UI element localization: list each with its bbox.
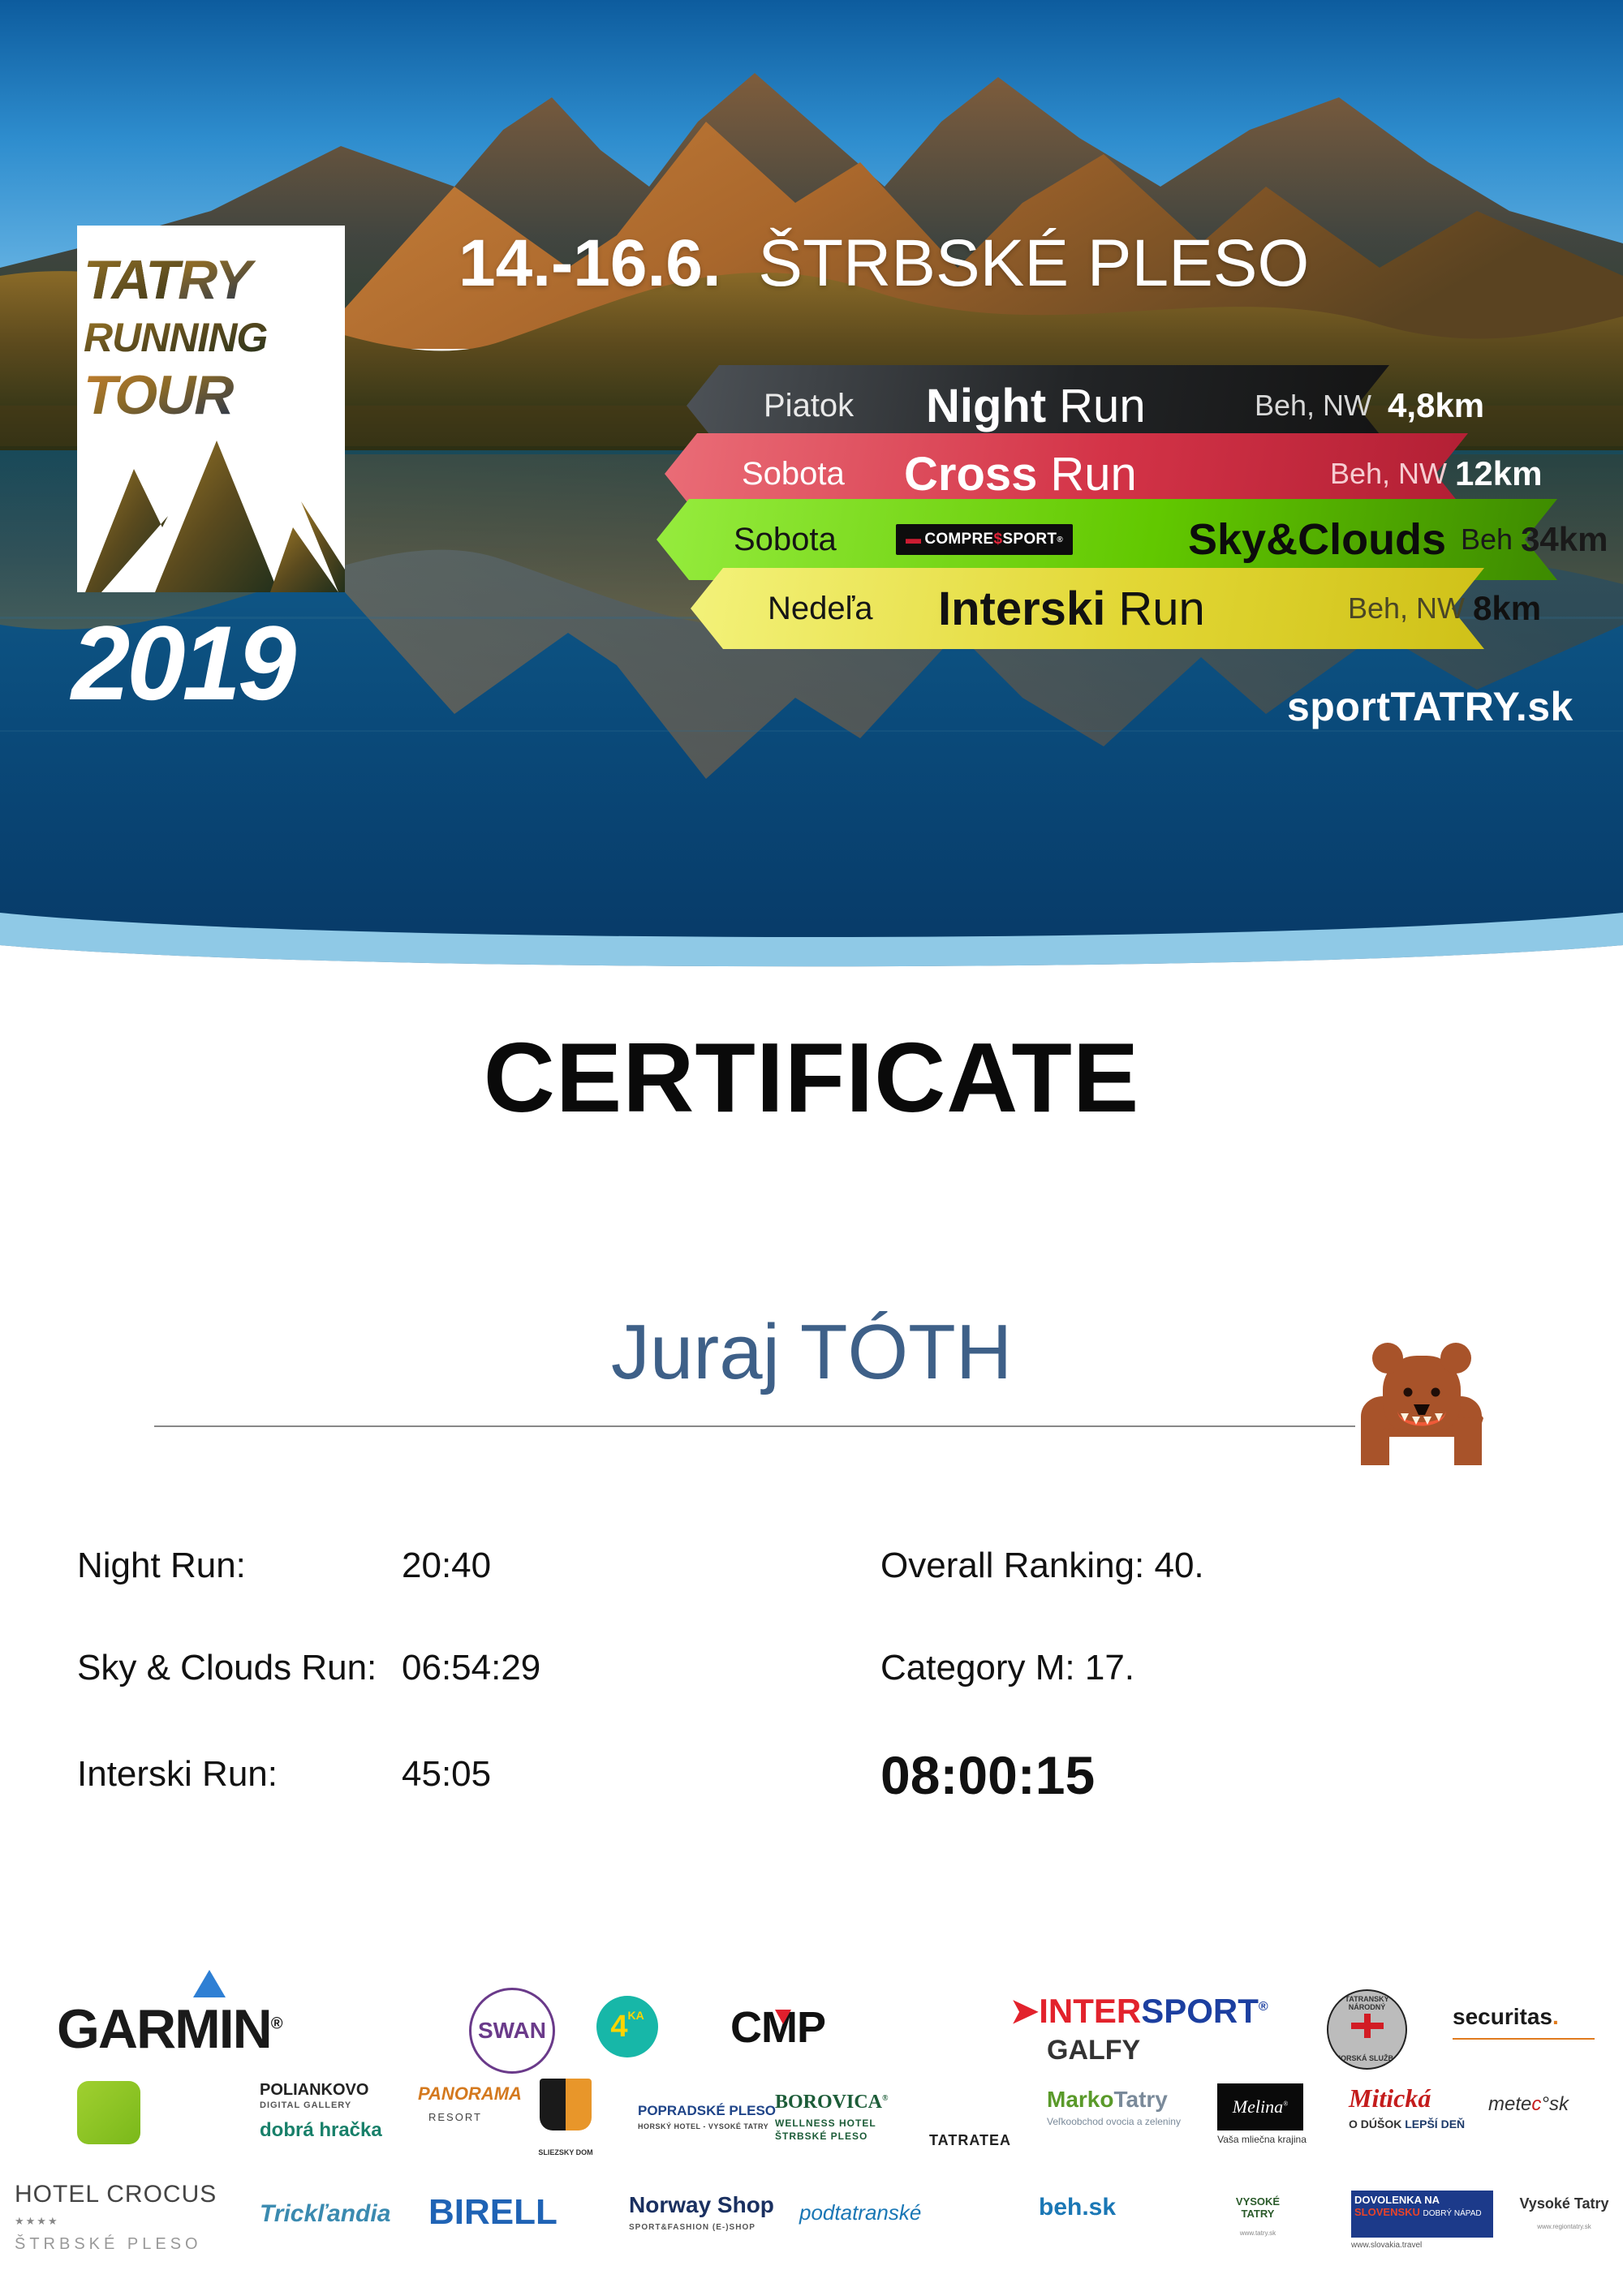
svg-text:TATRY: TATRY [84,249,256,311]
svg-text:TOUR: TOUR [84,364,234,426]
svg-text:RUNNING: RUNNING [84,315,267,360]
